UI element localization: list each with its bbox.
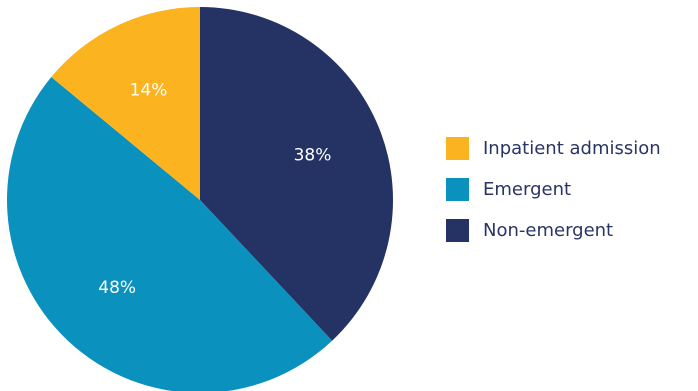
pie-slice-inpatient-admission: [51, 7, 201, 200]
legend-item-inpatient-admission: Inpatient admission: [446, 137, 661, 160]
legend-label-inpatient-admission: Inpatient admission: [483, 138, 661, 159]
pie-slice-non-emergent: [200, 7, 393, 341]
legend: Inpatient admission Emergent Non-emergent: [446, 137, 661, 242]
pie-slice-emergent: [7, 76, 333, 391]
slice-value-label-non-emergent: 38%: [294, 145, 332, 165]
legend-swatch-emergent: [446, 178, 469, 201]
legend-swatch-inpatient-admission: [446, 137, 469, 160]
slice-value-label-inpatient-admission: 14%: [130, 81, 168, 101]
slice-value-label-emergent: 48%: [98, 278, 136, 298]
legend-label-emergent: Emergent: [483, 179, 571, 200]
legend-label-non-emergent: Non-emergent: [483, 220, 613, 241]
pie-slice-labels: 38% 48% 14%: [98, 81, 331, 299]
legend-item-non-emergent: Non-emergent: [446, 219, 613, 242]
legend-swatch-non-emergent: [446, 219, 469, 242]
legend-item-emergent: Emergent: [446, 178, 571, 201]
pie-slices: [7, 7, 393, 391]
